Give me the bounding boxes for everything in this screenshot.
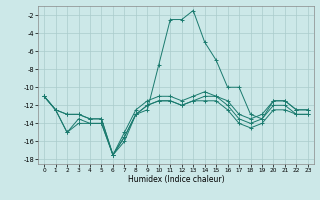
X-axis label: Humidex (Indice chaleur): Humidex (Indice chaleur) — [128, 175, 224, 184]
